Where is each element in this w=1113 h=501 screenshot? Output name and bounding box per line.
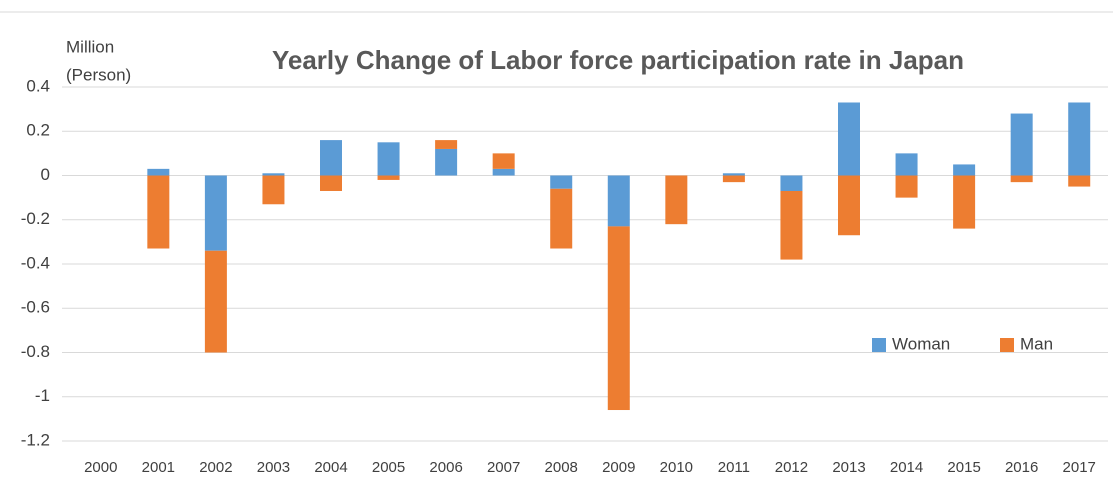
y-tick-label: -0.6: [21, 298, 50, 317]
bar: [1068, 102, 1091, 176]
bar: [320, 175, 342, 191]
bar: [607, 226, 630, 411]
bar: [435, 148, 458, 176]
x-tick-label: 2004: [314, 459, 347, 476]
bar: [1010, 113, 1033, 176]
y-tick-label: 0.2: [26, 121, 50, 140]
bar: [550, 175, 573, 189]
x-tick-label: 2003: [257, 459, 290, 476]
bar: [204, 250, 227, 353]
y-tick-label: 0: [41, 165, 50, 184]
bar: [780, 190, 803, 260]
x-tick-label: 2008: [545, 459, 578, 476]
bar: [607, 175, 630, 227]
bar: [377, 175, 400, 180]
x-tick-label: 2012: [775, 459, 808, 476]
y-tick-label: -1: [35, 386, 50, 405]
y-tick-label: -0.8: [21, 342, 50, 361]
x-tick-label: 2013: [832, 459, 865, 476]
bar: [1068, 175, 1091, 187]
chart-title: Yearly Change of Labor force participati…: [272, 45, 964, 75]
bar: [953, 175, 976, 229]
x-tick-label: 2016: [1005, 459, 1038, 476]
bar: [147, 168, 170, 176]
x-tick-label: 2000: [84, 459, 117, 476]
bar: [492, 153, 515, 169]
x-tick-label: 2007: [487, 459, 520, 476]
x-tick-label: 2014: [890, 459, 923, 476]
x-tick-label: 2005: [372, 459, 405, 476]
bar: [895, 153, 918, 176]
bar: [550, 188, 573, 249]
bar: [722, 175, 745, 183]
legend-label: Woman: [892, 334, 950, 353]
y-axis-label: (Person): [66, 65, 131, 84]
y-tick-label: -0.2: [21, 209, 50, 228]
x-tick-label: 2009: [602, 459, 635, 476]
bar: [147, 175, 170, 249]
x-tick-label: 2010: [660, 459, 693, 476]
bar: [262, 175, 285, 205]
bar: [838, 102, 860, 176]
bar: [953, 164, 976, 176]
bar: [895, 175, 918, 198]
x-tick-label: 2006: [429, 459, 462, 476]
bar: [320, 140, 342, 176]
bar: [722, 173, 745, 176]
y-tick-label: -0.4: [21, 253, 50, 272]
bar: [780, 175, 803, 191]
bar: [204, 175, 227, 251]
y-tick-label: 0.4: [26, 76, 50, 95]
bar: [665, 175, 688, 225]
bar: [262, 173, 285, 176]
bar: [377, 142, 400, 176]
x-tick-label: 2015: [947, 459, 980, 476]
y-axis-label: Million: [66, 37, 114, 56]
bar: [435, 140, 458, 149]
x-tick-label: 2001: [142, 459, 175, 476]
x-tick-label: 2011: [718, 459, 750, 476]
legend-swatch: [1000, 338, 1014, 352]
bar: [838, 175, 860, 236]
legend-swatch: [872, 338, 886, 352]
bar: [492, 168, 515, 176]
y-tick-label: -1.2: [21, 430, 50, 449]
x-tick-label: 2017: [1063, 459, 1096, 476]
legend-label: Man: [1020, 334, 1053, 353]
bar: [1010, 175, 1033, 183]
x-tick-label: 2002: [199, 459, 232, 476]
